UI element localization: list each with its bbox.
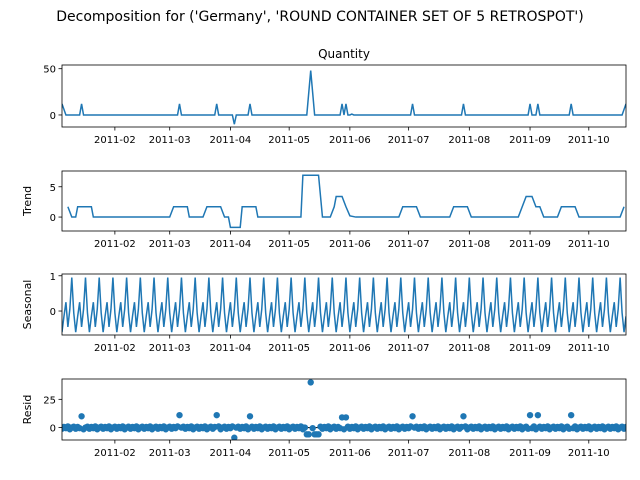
- xtick-label: 2011-02: [94, 448, 136, 459]
- plot-area-3: [62, 277, 626, 333]
- xtick-label: 2011-10: [568, 448, 610, 459]
- resid-point: [526, 411, 534, 419]
- resid-point: [176, 411, 183, 419]
- subplot-2: 0 5 2011-02 2011-03 2011-04 2011-05 2011-06 201…: [21, 170, 627, 250]
- resid-point: [315, 431, 322, 438]
- subplot-title: Quantity: [318, 47, 370, 61]
- xtick-label: 2011-08: [448, 448, 490, 459]
- xtick-label: 2011-10: [568, 343, 610, 354]
- resid-point: [307, 379, 314, 386]
- ytick-label: 5: [50, 183, 56, 194]
- xtick-label: 2011-05: [268, 239, 310, 250]
- resid-point: [301, 424, 309, 431]
- xtick-label: 2011-07: [388, 448, 430, 459]
- plot-area-2: [67, 174, 625, 229]
- xtick-label: 2011-04: [210, 135, 252, 146]
- resid-point: [342, 414, 350, 421]
- subplot-1: 0 50 2011-02 2011-03 2011-04 2011-05 2011-06 20…: [43, 47, 627, 146]
- resid-point: [409, 413, 416, 420]
- axes-frame-4: [61, 378, 627, 441]
- ytick-label: 0: [50, 111, 56, 122]
- xtick-label: 2011-05: [268, 343, 310, 354]
- series-line-1: [62, 70, 626, 125]
- xtick-label: 2011-05: [268, 135, 310, 146]
- resid-point: [78, 413, 85, 420]
- resid-point: [213, 411, 220, 419]
- subplot-3: 0 1 2011-02 2011-03 2011-04 2011-05 2011-06 201…: [21, 272, 627, 354]
- resid-point: [231, 434, 238, 440]
- xtick-label: 2011-09: [509, 343, 551, 354]
- figure-suptitle: Decomposition for ('Germany', 'ROUND CON…: [56, 9, 583, 25]
- xtick-label: 2011-10: [568, 239, 610, 250]
- subplot-4: 0 25 2011-02 2011-03 2011-04 2011-05 2011-06 20…: [21, 378, 627, 459]
- xtick-label: 2011-08: [448, 343, 490, 354]
- resid-point: [567, 411, 575, 419]
- xtick-label: 2011-08: [448, 135, 490, 146]
- ytick-label: 0: [50, 307, 56, 318]
- resid-point: [622, 423, 626, 431]
- seasonal-line: [62, 277, 626, 333]
- xtick-label: 2011-06: [329, 343, 371, 354]
- xtick-label: 2011-03: [149, 343, 191, 354]
- ylabel: Resid: [21, 395, 34, 425]
- axes-frame-3: [61, 273, 627, 336]
- xtick-label: 2011-06: [329, 239, 371, 250]
- xtick-label: 2011-09: [509, 239, 551, 250]
- ytick-label: 0: [50, 424, 56, 435]
- xtick-label: 2011-02: [94, 239, 136, 250]
- xtick-label: 2011-04: [210, 448, 252, 459]
- ytick-label: 1: [50, 272, 56, 283]
- ytick-label: 0: [50, 213, 56, 224]
- xtick-label: 2011-03: [149, 448, 191, 459]
- resid-point: [305, 431, 312, 438]
- resid-point: [534, 411, 542, 419]
- ylabel: Trend: [21, 186, 34, 217]
- xtick-label: 2011-07: [388, 343, 430, 354]
- plot-area-4: [62, 379, 626, 440]
- axes-frame-2: [61, 170, 627, 232]
- xtick-label: 2011-09: [509, 135, 551, 146]
- resid-point: [460, 413, 467, 420]
- axes-frame-1: [61, 64, 627, 128]
- xtick-label: 2011-08: [448, 239, 490, 250]
- xtick-label: 2011-10: [568, 135, 610, 146]
- xtick-label: 2011-04: [210, 343, 252, 354]
- series-line-2: [67, 174, 625, 229]
- xtick-label: 2011-03: [149, 239, 191, 250]
- xtick-label: 2011-06: [329, 448, 371, 459]
- xtick-label: 2011-06: [329, 135, 371, 146]
- resid-point: [246, 413, 254, 420]
- resid-point: [309, 424, 316, 432]
- xtick-label: 2011-03: [149, 135, 191, 146]
- ytick-label: 25: [43, 395, 56, 406]
- xtick-label: 2011-04: [210, 239, 252, 250]
- plot-area-1: [62, 70, 626, 125]
- ytick-label: 50: [43, 65, 56, 76]
- xtick-label: 2011-05: [268, 448, 310, 459]
- xtick-label: 2011-07: [388, 135, 430, 146]
- xtick-label: 2011-07: [388, 239, 430, 250]
- xtick-label: 2011-02: [94, 343, 136, 354]
- ylabel: Seasonal: [21, 280, 34, 330]
- xtick-label: 2011-09: [509, 448, 551, 459]
- xtick-label: 2011-02: [94, 135, 136, 146]
